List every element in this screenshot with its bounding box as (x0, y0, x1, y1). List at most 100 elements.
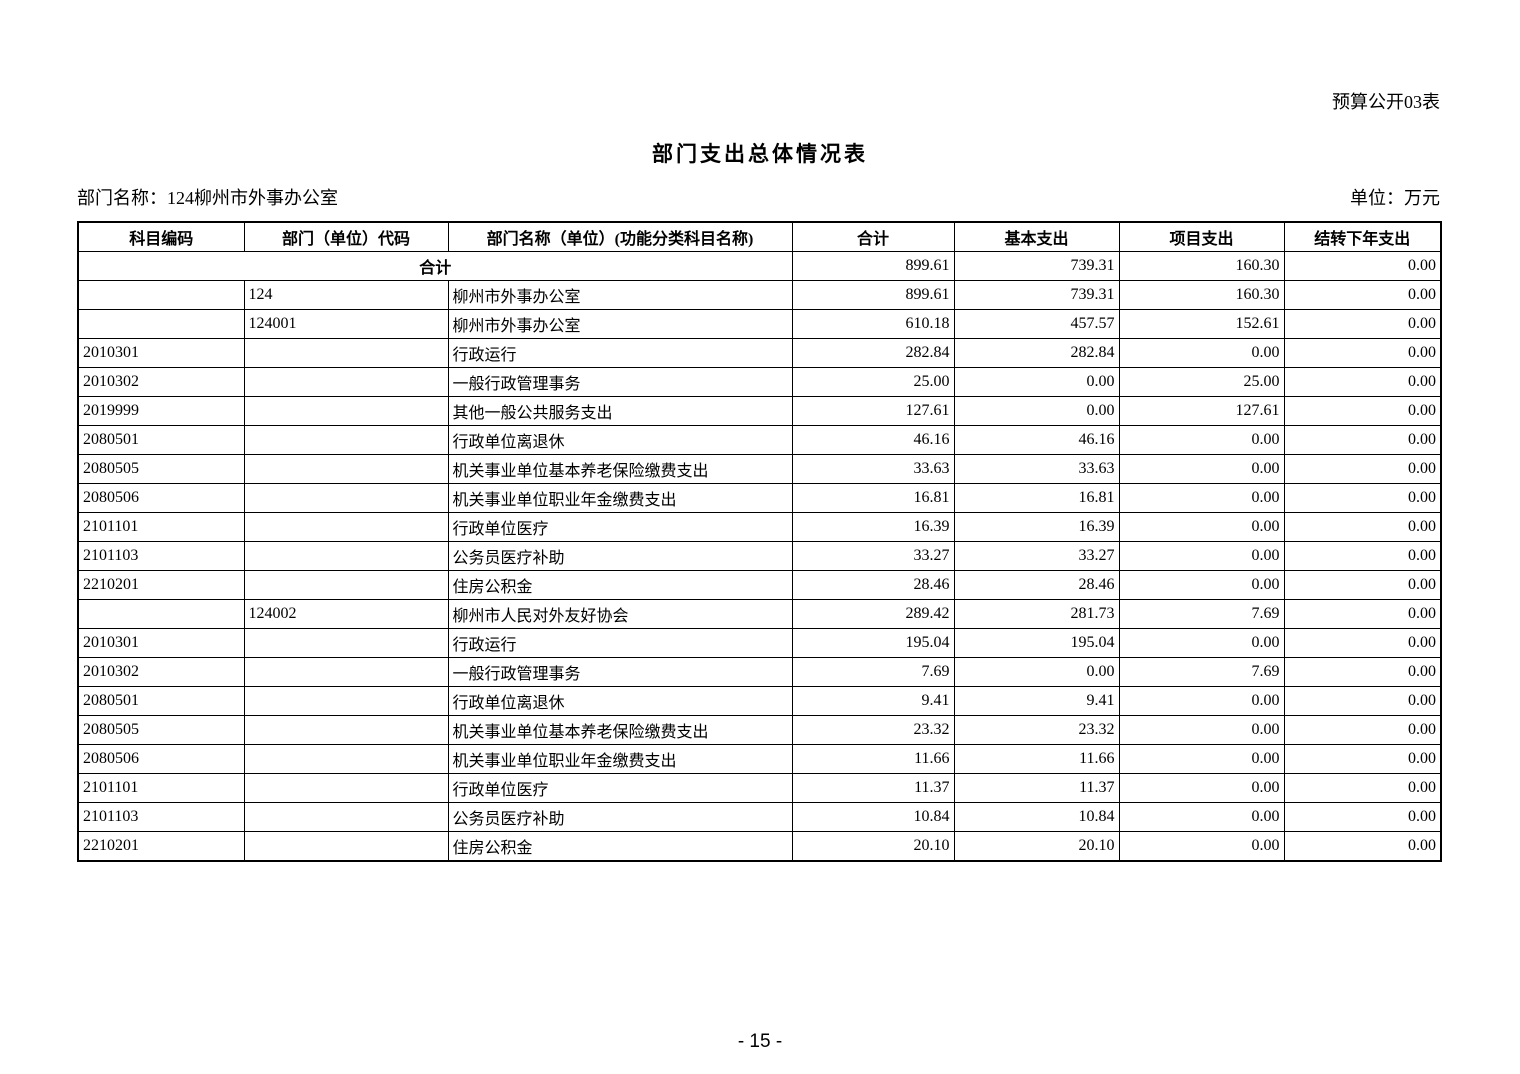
table-row: 2080501 行政单位离退休 9.41 9.41 0.00 0.00 (77, 686, 1442, 716)
table-meta-line: 部门名称：124柳州市外事办公室 单位：万元 (77, 186, 1440, 210)
cell-total: 16.39 (791, 512, 955, 542)
cell-basic: 9.41 (953, 686, 1120, 716)
cell-carryover: 0.00 (1283, 831, 1442, 862)
cell-project: 7.69 (1118, 657, 1285, 687)
cell-project: 7.69 (1118, 599, 1285, 629)
cell-dept-code: 124 (243, 280, 449, 310)
cell-subject-code: 2080506 (77, 744, 245, 774)
table-row: 2010301 行政运行 195.04 195.04 0.00 0.00 (77, 628, 1442, 658)
cell-subject-code (77, 280, 245, 310)
cell-carryover: 0.00 (1283, 280, 1442, 310)
cell-carryover: 0.00 (1283, 802, 1442, 832)
expenditure-table: 科目编码 部门（单位）代码 部门名称（单位）(功能分类科目名称) 合计 基本支出… (77, 221, 1442, 862)
header-row: 科目编码 部门（单位）代码 部门名称（单位）(功能分类科目名称) 合计 基本支出… (77, 221, 1442, 252)
table-row: 2101103 公务员医疗补助 33.27 33.27 0.00 0.00 (77, 541, 1442, 571)
cell-basic: 0.00 (953, 396, 1120, 426)
table-row: 124 柳州市外事办公室 899.61 739.31 160.30 0.00 (77, 280, 1442, 310)
cell-basic: 0.00 (953, 367, 1120, 397)
cell-dept-name: 行政单位医疗 (447, 512, 793, 542)
cell-subject-code: 2210201 (77, 831, 245, 862)
table-row: 124001 柳州市外事办公室 610.18 457.57 152.61 0.00 (77, 309, 1442, 339)
cell-basic: 11.66 (953, 744, 1120, 774)
cell-subject-code: 2080505 (77, 454, 245, 484)
cell-carryover: 0.00 (1283, 541, 1442, 571)
table-row: 2010302 一般行政管理事务 25.00 0.00 25.00 0.00 (77, 367, 1442, 397)
cell-total: 25.00 (791, 367, 955, 397)
cell-basic: 20.10 (953, 831, 1120, 862)
cell-dept-code: 124002 (243, 599, 449, 629)
table-row: 2080501 行政单位离退休 46.16 46.16 0.00 0.00 (77, 425, 1442, 455)
cell-project: 0.00 (1118, 338, 1285, 368)
cell-subject-code: 2080505 (77, 715, 245, 745)
cell-basic: 33.27 (953, 541, 1120, 571)
cell-basic: 16.81 (953, 483, 1120, 513)
form-number-label: 预算公开03表 (1332, 92, 1440, 112)
cell-total: 28.46 (791, 570, 955, 600)
cell-total: 610.18 (791, 309, 955, 339)
cell-dept-code (243, 831, 449, 862)
cell-carryover: 0.00 (1283, 396, 1442, 426)
table-row: 2080505 机关事业单位基本养老保险缴费支出 33.63 33.63 0.00 0.0… (77, 454, 1442, 484)
unit-label: 单位：万元 (1350, 188, 1440, 208)
cell-carryover: 0.00 (1283, 512, 1442, 542)
cell-total: 11.66 (791, 744, 955, 774)
cell-project: 0.00 (1118, 831, 1285, 862)
cell-dept-name: 其他一般公共服务支出 (447, 396, 793, 426)
cell-project: 0.00 (1118, 773, 1285, 803)
cell-carryover: 0.00 (1283, 367, 1442, 397)
cell-dept-code (243, 773, 449, 803)
table-row: 2019999 其他一般公共服务支出 127.61 0.00 127.61 0.00 (77, 396, 1442, 426)
cell-dept-name: 行政单位离退休 (447, 425, 793, 455)
cell-basic: 33.63 (953, 454, 1120, 484)
cell-carryover: 0.00 (1283, 744, 1442, 774)
cell-carryover: 0.00 (1283, 454, 1442, 484)
column-header-total: 合计 (791, 221, 955, 252)
table-body: 合计 899.61 739.31 160.30 0.00 124 柳州市外事办公室… (77, 251, 1442, 862)
table-row: 2080506 机关事业单位职业年金缴费支出 16.81 16.81 0.00 0.00 (77, 483, 1442, 513)
cell-dept-name: 机关事业单位基本养老保险缴费支出 (447, 454, 793, 484)
cell-total: 33.63 (791, 454, 955, 484)
cell-dept-name: 机关事业单位职业年金缴费支出 (447, 744, 793, 774)
cell-project: 127.61 (1118, 396, 1285, 426)
cell-project: 0.00 (1118, 715, 1285, 745)
cell-carryover: 0.00 (1283, 599, 1442, 629)
cell-subject-code: 2080506 (77, 483, 245, 513)
cell-carryover: 0.00 (1283, 309, 1442, 339)
cell-dept-name: 行政单位医疗 (447, 773, 793, 803)
grand-total-project: 160.30 (1118, 251, 1285, 281)
page-number: - 15 - (737, 1031, 783, 1052)
cell-dept-code (243, 657, 449, 687)
cell-dept-name: 一般行政管理事务 (447, 367, 793, 397)
table-row: 2101101 行政单位医疗 16.39 16.39 0.00 0.00 (77, 512, 1442, 542)
cell-dept-code (243, 367, 449, 397)
cell-dept-name: 柳州市人民对外友好协会 (447, 599, 793, 629)
grand-total-total: 899.61 (791, 251, 955, 281)
cell-dept-code (243, 396, 449, 426)
cell-subject-code: 2010302 (77, 657, 245, 687)
cell-dept-code (243, 425, 449, 455)
cell-dept-name: 机关事业单位基本养老保险缴费支出 (447, 715, 793, 745)
cell-subject-code: 2010301 (77, 338, 245, 368)
cell-carryover: 0.00 (1283, 338, 1442, 368)
cell-carryover: 0.00 (1283, 657, 1442, 687)
cell-project: 25.00 (1118, 367, 1285, 397)
cell-subject-code: 2101101 (77, 773, 245, 803)
grand-total-row: 合计 899.61 739.31 160.30 0.00 (77, 251, 1442, 281)
department-name-label: 部门名称：124柳州市外事办公室 (77, 188, 338, 208)
cell-total: 33.27 (791, 541, 955, 571)
cell-project: 0.00 (1118, 541, 1285, 571)
table-row: 2080505 机关事业单位基本养老保险缴费支出 23.32 23.32 0.00 0.0… (77, 715, 1442, 745)
cell-basic: 46.16 (953, 425, 1120, 455)
table-row: 2101103 公务员医疗补助 10.84 10.84 0.00 0.00 (77, 802, 1442, 832)
cell-subject-code: 2080501 (77, 425, 245, 455)
cell-basic: 195.04 (953, 628, 1120, 658)
cell-dept-name: 公务员医疗补助 (447, 541, 793, 571)
cell-basic: 282.84 (953, 338, 1120, 368)
cell-dept-code (243, 628, 449, 658)
cell-dept-name: 行政单位离退休 (447, 686, 793, 716)
cell-dept-name: 行政运行 (447, 628, 793, 658)
cell-basic: 0.00 (953, 657, 1120, 687)
grand-total-carryover: 0.00 (1283, 251, 1442, 281)
column-header-carryover: 结转下年支出 (1283, 221, 1442, 252)
